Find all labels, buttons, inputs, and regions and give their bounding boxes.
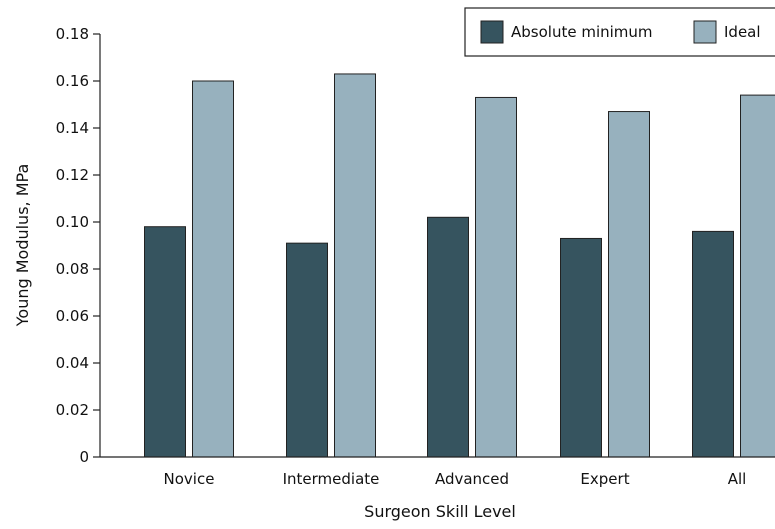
- bar-ideal-all: [740, 94, 775, 458]
- y-tick-label: 0.16: [56, 72, 89, 90]
- bars: [144, 73, 775, 458]
- legend-label-absolute-minimum: Absolute minimum: [511, 23, 653, 41]
- y-tick-label: 0.08: [56, 260, 89, 278]
- legend-label-ideal: Ideal: [724, 23, 761, 41]
- bar-absolute-minimum-novice: [144, 226, 186, 458]
- y-axis-title: Young Modulus, MPa: [13, 164, 32, 327]
- x-tick-label: Expert: [580, 470, 629, 488]
- legend-box: [464, 7, 775, 57]
- legend: Absolute minimum Ideal: [464, 7, 775, 57]
- x-axis-ticks: Novice Intermediate Advanced Expert All: [164, 470, 747, 488]
- bar-ideal-intermediate: [334, 73, 376, 458]
- y-tick-label: 0.18: [56, 25, 89, 43]
- x-axis-title: Surgeon Skill Level: [364, 502, 516, 521]
- y-tick-label: 0.10: [56, 213, 89, 231]
- y-tick-label: 0: [79, 448, 89, 466]
- y-tick-label: 0.06: [56, 307, 89, 325]
- x-tick-label: All: [728, 470, 747, 488]
- legend-swatch-ideal: [693, 20, 717, 44]
- bar-absolute-minimum-advanced: [427, 216, 469, 458]
- y-tick-label: 0.12: [56, 166, 89, 184]
- x-tick-label: Intermediate: [283, 470, 380, 488]
- y-tick-label: 0.02: [56, 401, 89, 419]
- bar-absolute-minimum-expert: [560, 237, 602, 458]
- y-tick-label: 0.04: [56, 354, 89, 372]
- legend-swatch-absolute-minimum: [480, 20, 504, 44]
- y-axis-ticks: 0 0.02 0.04 0.06 0.08 0.10 0.12 0.14 0.16 0.18: [56, 25, 100, 466]
- bar-ideal-novice: [192, 80, 234, 458]
- bar-ideal-advanced: [475, 96, 517, 458]
- x-tick-label: Advanced: [435, 470, 509, 488]
- x-tick-label: Novice: [164, 470, 215, 488]
- bar-absolute-minimum-intermediate: [286, 242, 328, 458]
- bar-ideal-expert: [608, 111, 650, 458]
- bar-absolute-minimum-all: [692, 230, 734, 458]
- y-tick-label: 0.14: [56, 119, 89, 137]
